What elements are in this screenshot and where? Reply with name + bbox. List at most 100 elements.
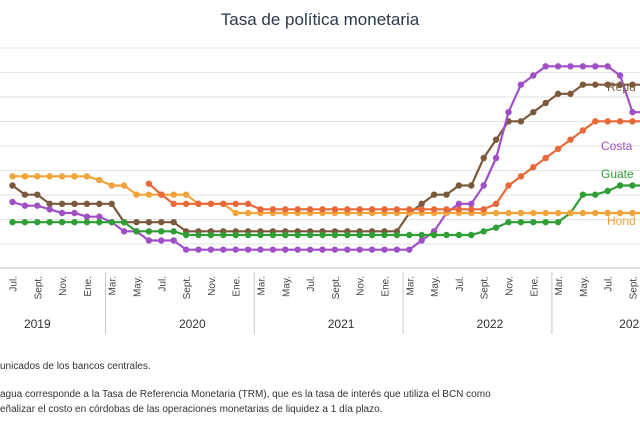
data-point: [244, 200, 252, 208]
footnote-line-1: agua corresponde a la Tasa de Referencia…: [0, 389, 491, 400]
x-tick-label: Sept.: [33, 276, 44, 299]
data-point: [381, 246, 388, 253]
data-point: [195, 246, 202, 253]
data-point: [83, 213, 91, 220]
data-point: [120, 182, 128, 189]
data-point: [21, 202, 29, 209]
data-point: [319, 231, 326, 239]
data-point: [232, 231, 239, 239]
data-point: [480, 228, 487, 235]
data-point: [244, 209, 252, 217]
data-point: [158, 237, 165, 244]
data-point: [21, 218, 29, 226]
data-point: [356, 206, 363, 213]
data-point: [430, 191, 438, 198]
data-point: [604, 118, 611, 125]
data-point: [232, 200, 239, 208]
x-tick-label: Nov.: [207, 276, 218, 296]
data-point: [418, 237, 425, 244]
data-point: [517, 81, 525, 88]
data-point: [480, 154, 487, 162]
data-point: [356, 231, 363, 239]
data-point: [430, 231, 438, 239]
data-point: [579, 81, 587, 88]
data-point: [58, 200, 66, 208]
data-point: [368, 231, 376, 239]
data-point: [58, 209, 66, 217]
source-note: unicados de los bancos centrales.: [0, 361, 151, 372]
data-point: [71, 200, 78, 208]
data-point: [269, 246, 277, 253]
data-point: [629, 81, 636, 88]
data-point: [517, 218, 525, 226]
data-point: [170, 237, 177, 244]
data-point: [71, 209, 78, 217]
data-point: [505, 209, 512, 217]
data-point: [468, 182, 475, 189]
data-point: [554, 63, 562, 70]
data-point: [145, 237, 153, 244]
series-label: Hond: [607, 214, 636, 228]
data-point: [46, 206, 53, 213]
x-tick-label: Mar.: [108, 276, 119, 295]
data-point: [207, 200, 215, 208]
data-point: [406, 231, 413, 239]
data-point: [492, 136, 500, 143]
data-point: [517, 209, 525, 217]
data-point: [344, 246, 351, 253]
data-point: [530, 209, 537, 217]
data-point: [46, 218, 53, 226]
data-point: [58, 173, 66, 180]
data-point: [34, 218, 41, 226]
data-point: [542, 63, 549, 70]
data-point: [443, 206, 450, 213]
data-point: [554, 209, 562, 217]
data-point: [616, 118, 624, 125]
data-point: [455, 200, 463, 208]
data-point: [604, 63, 611, 70]
data-point: [170, 191, 177, 198]
x-tick-label: May.: [430, 276, 441, 297]
x-tick-label: Mar.: [257, 276, 268, 295]
data-point: [282, 246, 289, 253]
data-point: [554, 218, 562, 226]
data-point: [554, 90, 562, 98]
data-point: [331, 206, 339, 213]
data-point: [257, 231, 264, 239]
series-label: Repú: [607, 80, 636, 94]
data-point: [492, 200, 500, 208]
data-point: [319, 206, 326, 213]
data-point: [220, 200, 227, 208]
data-point: [530, 72, 537, 79]
data-point: [9, 173, 16, 180]
data-point: [294, 206, 301, 213]
data-point: [158, 228, 165, 235]
data-point: [567, 90, 574, 98]
x-tick-label: Jul.: [604, 276, 615, 292]
data-point: [542, 99, 549, 107]
x-tick-label: May.: [133, 276, 144, 297]
data-point: [170, 228, 177, 235]
data-point: [455, 182, 463, 189]
data-point: [530, 218, 537, 226]
x-tick-label: Ene.: [83, 276, 94, 297]
data-point: [393, 246, 401, 253]
x-tick-label: Sept.: [629, 276, 640, 299]
data-point: [629, 118, 636, 125]
data-point: [170, 218, 177, 226]
data-point: [269, 206, 277, 213]
data-point: [592, 191, 599, 198]
data-point: [133, 191, 140, 198]
data-point: [368, 206, 376, 213]
data-point: [406, 206, 413, 213]
data-point: [158, 218, 165, 226]
data-point: [182, 246, 190, 253]
x-tick-label: May.: [579, 276, 590, 297]
data-point: [96, 213, 103, 220]
data-point: [468, 231, 475, 239]
data-point: [505, 108, 512, 116]
x-tick-label: Nov.: [58, 276, 69, 296]
data-point: [492, 209, 500, 217]
data-point: [133, 218, 140, 226]
data-point: [480, 182, 487, 189]
